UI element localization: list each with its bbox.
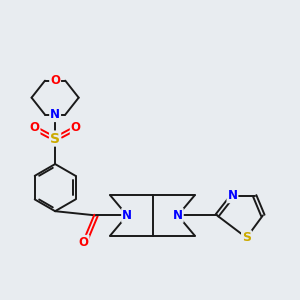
Text: O: O: [71, 121, 81, 134]
Text: N: N: [50, 108, 60, 121]
Text: N: N: [122, 209, 132, 222]
Text: N: N: [227, 189, 237, 202]
Text: N: N: [173, 209, 183, 222]
Text: O: O: [79, 236, 88, 249]
Text: S: S: [242, 231, 251, 244]
Text: O: O: [29, 121, 40, 134]
Text: O: O: [50, 74, 60, 87]
Text: S: S: [50, 131, 60, 146]
